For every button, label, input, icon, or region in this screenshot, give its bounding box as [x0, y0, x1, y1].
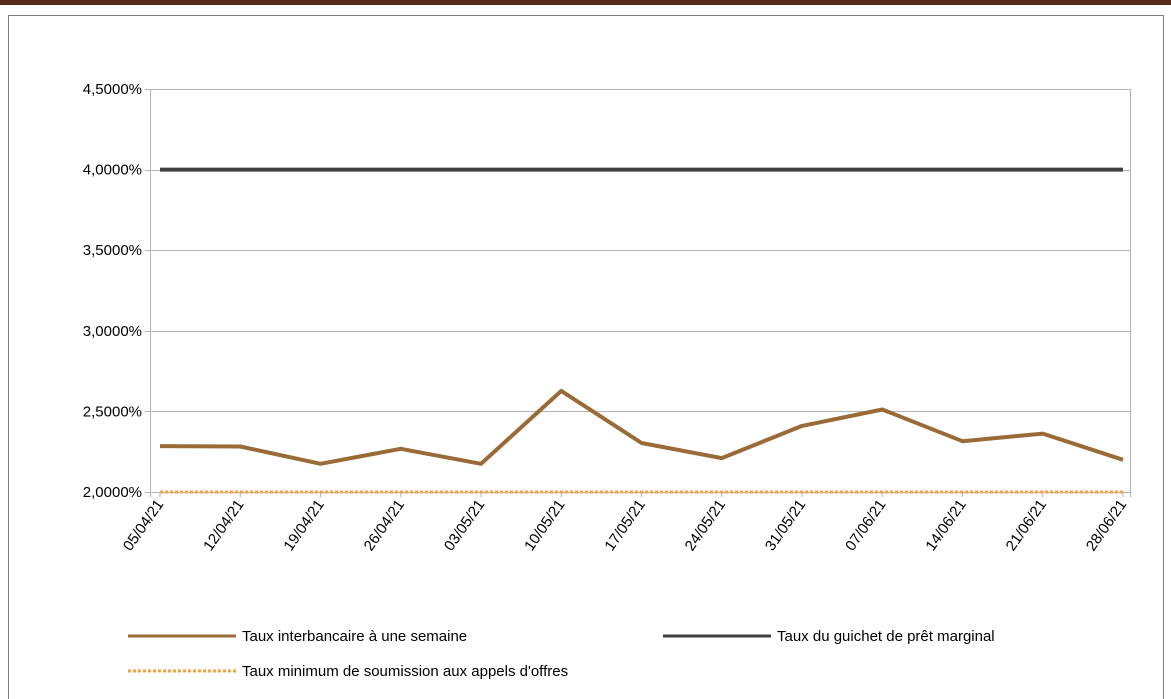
x-tick-label: 07/06/21	[842, 497, 889, 555]
y-tick-label: 2,0000%	[83, 484, 142, 501]
x-tick-label: 17/05/21	[601, 497, 648, 555]
x-tick-label: 31/05/21	[762, 497, 809, 555]
x-tick-label: 26/04/21	[361, 497, 408, 555]
legend-label-1: Taux du guichet de prêt marginal	[777, 628, 995, 645]
y-tick-label: 4,0000%	[83, 162, 142, 179]
y-tick-label: 4,5000%	[83, 81, 142, 98]
x-tick-label: 14/06/21	[922, 497, 969, 555]
y-tick-labels: 2,0000% 2,5000% 3,0000% 3,5000% 4,0000% 4,500…	[83, 81, 142, 501]
y-tick-label: 3,0000%	[83, 323, 142, 340]
axes	[145, 89, 1131, 497]
chart-border	[8, 15, 1164, 699]
x-tick-label: 05/04/21	[120, 497, 167, 555]
y-tick-label: 3,5000%	[83, 242, 142, 259]
top-border-bar	[0, 0, 1171, 5]
legend-label-2: Taux minimum de soumission aux appels d'…	[242, 663, 568, 680]
x-tick-label: 03/05/21	[441, 497, 488, 555]
grid-lines	[150, 89, 1130, 493]
x-tick-label: 21/06/21	[1003, 497, 1050, 555]
x-tick-labels: 05/04/21 12/04/21 19/04/21 26/04/21 03/05/21…	[120, 497, 1130, 555]
x-tick-label: 12/04/21	[200, 497, 247, 555]
series-line-0	[159, 388, 1124, 466]
x-tick-label: 10/05/21	[521, 497, 568, 555]
y-tick-label: 2,5000%	[83, 403, 142, 420]
x-tick-label: 24/05/21	[682, 497, 729, 555]
x-tick-label: 19/04/21	[280, 497, 327, 555]
legend: Taux interbancaire à une semaine Taux du …	[128, 628, 995, 680]
legend-label-0: Taux interbancaire à une semaine	[242, 628, 467, 645]
x-tick-label: 28/06/21	[1083, 497, 1130, 555]
series-lines	[159, 167, 1124, 494]
